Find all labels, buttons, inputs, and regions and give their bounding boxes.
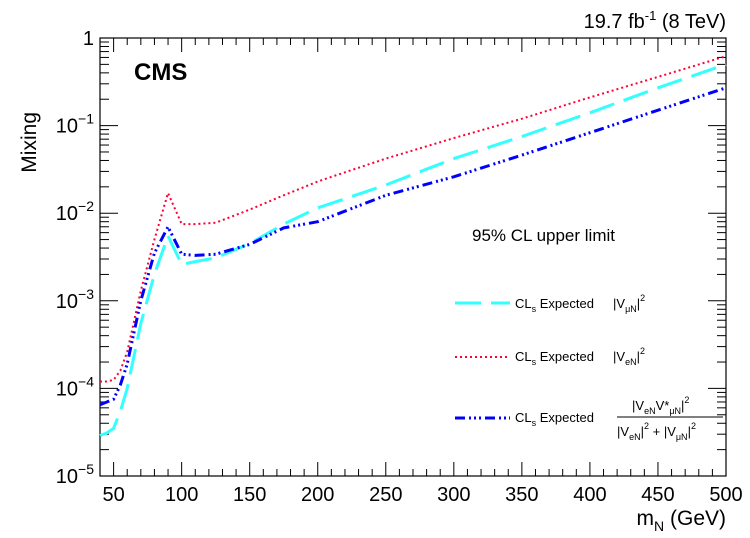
legend-math-emu-numerator: |VeNV*μN|2 <box>632 395 689 416</box>
y-tick-label: 10−3 <box>56 286 94 313</box>
y-tick-label: 10−5 <box>56 461 94 488</box>
legend: CLs Expected |VμN|2 CLs Expected |VeN|2 … <box>455 293 723 442</box>
axis-ticks <box>99 37 727 477</box>
x-tick-label: 450 <box>641 484 674 506</box>
y-tick-label: 10−2 <box>56 198 94 225</box>
y-tick-labels: 1 10−1 10−2 10−3 10−4 10−5 <box>56 28 94 488</box>
x-tick-label: 150 <box>233 484 266 506</box>
series-line-emu <box>99 86 727 407</box>
legend-label-mu: CLs Expected <box>515 296 594 314</box>
x-tick-label: 250 <box>369 484 402 506</box>
legend-math-e: |VeN|2 <box>613 346 645 367</box>
curves <box>99 55 727 437</box>
y-tick-label: 1 <box>83 28 94 50</box>
legend-math-mu: |VμN|2 <box>613 293 645 314</box>
y-axis-title: Mixing <box>18 112 41 173</box>
x-tick-label: 50 <box>102 484 124 506</box>
x-tick-label: 200 <box>301 484 334 506</box>
legend-math-emu-denominator: |VeN|2 + |VμN|2 <box>617 421 696 442</box>
x-tick-labels: 50 100 150 200 250 300 350 400 450 500 <box>102 484 742 506</box>
x-tick-label: 350 <box>505 484 538 506</box>
cl-label: 95% CL upper limit <box>472 226 615 245</box>
legend-label-emu: CLs Expected <box>515 410 594 428</box>
y-tick-label: 10−4 <box>56 373 94 400</box>
experiment-label: CMS <box>134 59 187 86</box>
y-tick-label: 10−1 <box>56 111 94 138</box>
x-tick-label: 400 <box>573 484 606 506</box>
legend-label-e: CLs Expected <box>515 349 594 367</box>
x-tick-label: 300 <box>437 484 470 506</box>
x-tick-label: 500 <box>709 484 742 506</box>
series-line-e <box>100 55 727 383</box>
x-tick-label: 100 <box>165 484 198 506</box>
lumi-label: 19.7 fb-1 (8 TeV) <box>584 8 726 33</box>
series-line-mu <box>99 62 727 437</box>
x-axis-title: mN (GeV) <box>637 507 726 534</box>
